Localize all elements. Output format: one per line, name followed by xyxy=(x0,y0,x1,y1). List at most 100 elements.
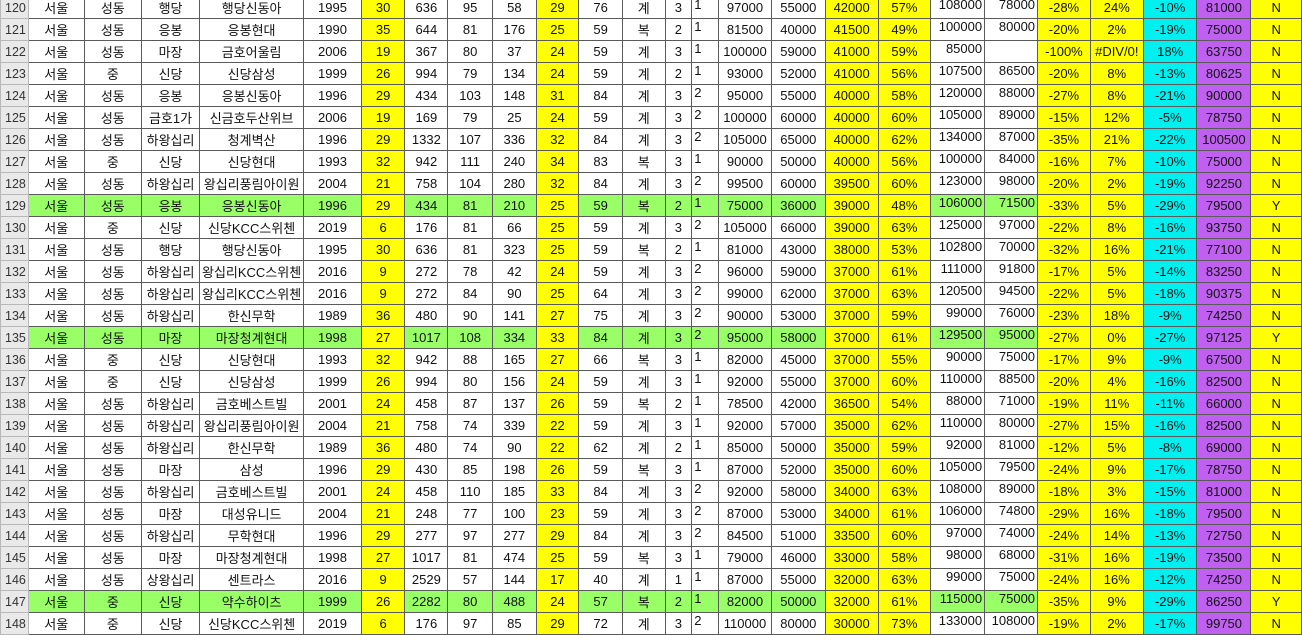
low-price-cell[interactable]: 79500 xyxy=(984,458,1039,481)
area-cell[interactable]: 74 xyxy=(447,436,493,459)
dong-cell[interactable]: 마장 xyxy=(141,546,200,569)
row-header[interactable]: 123 xyxy=(0,62,29,85)
jeonse-ratio-cell[interactable]: 60% xyxy=(877,458,932,481)
district-cell[interactable]: 성동 xyxy=(83,436,143,459)
flag-cell[interactable]: N xyxy=(1250,414,1302,437)
estimate-cell[interactable]: 97125 xyxy=(1196,326,1252,349)
pyeong-cell[interactable]: 27 xyxy=(535,304,580,327)
households-cell[interactable]: 942 xyxy=(404,150,449,173)
low-price-cell[interactable]: 87000 xyxy=(984,128,1039,151)
size-cell[interactable]: 62 xyxy=(578,436,623,459)
pyeong-cell[interactable]: 25 xyxy=(535,282,580,305)
area-cell[interactable]: 87 xyxy=(447,392,493,415)
baths-cell[interactable]: 2 xyxy=(691,282,720,305)
count-cell[interactable]: 100 xyxy=(491,502,537,525)
age-cell[interactable]: 29 xyxy=(360,128,406,151)
estimate-cell[interactable]: 75000 xyxy=(1196,150,1252,173)
jeonse-ratio-cell[interactable]: 57% xyxy=(877,0,932,19)
complex-name-cell[interactable]: 삼성 xyxy=(198,458,305,481)
high-price-cell[interactable]: 111000 xyxy=(930,260,986,283)
count-cell[interactable]: 58 xyxy=(491,0,537,19)
price-cell[interactable]: 95000 xyxy=(718,326,772,349)
count-cell[interactable]: 25 xyxy=(491,106,537,129)
row-header[interactable]: 142 xyxy=(0,480,29,503)
complex-name-cell[interactable]: 금호어울림 xyxy=(198,40,305,63)
baths-cell[interactable]: 2 xyxy=(691,326,720,349)
price-cell[interactable]: 105000 xyxy=(718,128,772,151)
rise-cell[interactable]: 16% xyxy=(1089,238,1144,261)
flag-cell[interactable]: N xyxy=(1250,370,1302,393)
households-cell[interactable]: 176 xyxy=(404,216,449,239)
gap-cell[interactable]: 34000 xyxy=(824,502,879,525)
district-cell[interactable]: 성동 xyxy=(83,480,143,503)
gap-cell[interactable]: 41500 xyxy=(824,18,879,41)
jeonse-cell[interactable]: 66000 xyxy=(770,216,826,239)
row-header[interactable]: 137 xyxy=(0,370,29,393)
low-price-cell[interactable]: 86500 xyxy=(984,62,1039,85)
estimate-cell[interactable]: 79500 xyxy=(1196,502,1252,525)
size-cell[interactable]: 59 xyxy=(578,238,623,261)
area-cell[interactable]: 74 xyxy=(447,414,493,437)
rise-cell[interactable]: #DIV/0! xyxy=(1089,40,1144,63)
district-cell[interactable]: 성동 xyxy=(83,172,143,195)
area-cell[interactable]: 111 xyxy=(447,150,493,173)
estimate-cell[interactable]: 63750 xyxy=(1196,40,1252,63)
pyeong-cell[interactable]: 22 xyxy=(535,414,580,437)
district-cell[interactable]: 성동 xyxy=(83,392,143,415)
change-cell[interactable]: -16% xyxy=(1037,150,1091,173)
row-header[interactable]: 138 xyxy=(0,392,29,415)
size-cell[interactable]: 57 xyxy=(578,590,623,613)
jeonse-ratio-cell[interactable]: 59% xyxy=(877,436,932,459)
district-cell[interactable]: 성동 xyxy=(83,0,143,19)
high-price-cell[interactable]: 99000 xyxy=(930,568,986,591)
baths-cell[interactable]: 2 xyxy=(691,480,720,503)
count-cell[interactable]: 137 xyxy=(491,392,537,415)
pyeong-cell[interactable]: 25 xyxy=(535,238,580,261)
dong-cell[interactable]: 마장 xyxy=(141,502,200,525)
year-built-cell[interactable]: 1999 xyxy=(303,370,362,393)
pyeong-cell[interactable]: 29 xyxy=(535,524,580,547)
age-cell[interactable]: 35 xyxy=(360,18,406,41)
rise-cell[interactable]: 9% xyxy=(1089,348,1144,371)
jeonse-cell[interactable]: 59000 xyxy=(770,260,826,283)
type-cell[interactable]: 계 xyxy=(621,40,666,63)
rate-cell[interactable]: -11% xyxy=(1142,392,1198,415)
change-cell[interactable]: -18% xyxy=(1037,480,1091,503)
households-cell[interactable]: 248 xyxy=(404,502,449,525)
complex-name-cell[interactable]: 한신무학 xyxy=(198,304,305,327)
low-price-cell[interactable]: 94500 xyxy=(984,282,1039,305)
age-cell[interactable]: 26 xyxy=(360,62,406,85)
gap-cell[interactable]: 40000 xyxy=(824,84,879,107)
size-cell[interactable]: 59 xyxy=(578,502,623,525)
change-cell[interactable]: -27% xyxy=(1037,84,1091,107)
rooms-cell[interactable]: 2 xyxy=(664,238,693,261)
pyeong-cell[interactable]: 24 xyxy=(535,62,580,85)
pyeong-cell[interactable]: 23 xyxy=(535,502,580,525)
pyeong-cell[interactable]: 29 xyxy=(535,612,580,635)
year-built-cell[interactable]: 2004 xyxy=(303,172,362,195)
high-price-cell[interactable]: 85000 xyxy=(930,40,986,63)
city-cell[interactable]: 서울 xyxy=(27,216,85,239)
row-header[interactable]: 133 xyxy=(0,282,29,305)
size-cell[interactable]: 83 xyxy=(578,150,623,173)
row-header[interactable]: 147 xyxy=(0,590,29,613)
area-cell[interactable]: 97 xyxy=(447,524,493,547)
price-cell[interactable]: 87000 xyxy=(718,568,772,591)
type-cell[interactable]: 계 xyxy=(621,282,666,305)
type-cell[interactable]: 계 xyxy=(621,0,666,19)
jeonse-ratio-cell[interactable]: 63% xyxy=(877,480,932,503)
estimate-cell[interactable]: 81000 xyxy=(1196,0,1252,19)
size-cell[interactable]: 59 xyxy=(578,414,623,437)
gap-cell[interactable]: 35000 xyxy=(824,458,879,481)
flag-cell[interactable]: N xyxy=(1250,40,1302,63)
rooms-cell[interactable]: 2 xyxy=(664,392,693,415)
year-built-cell[interactable]: 1990 xyxy=(303,18,362,41)
year-built-cell[interactable]: 2006 xyxy=(303,106,362,129)
rate-cell[interactable]: -10% xyxy=(1142,0,1198,19)
type-cell[interactable]: 복 xyxy=(621,238,666,261)
jeonse-cell[interactable]: 53000 xyxy=(770,502,826,525)
row-header[interactable]: 126 xyxy=(0,128,29,151)
area-cell[interactable]: 108 xyxy=(447,326,493,349)
district-cell[interactable]: 중 xyxy=(83,590,143,613)
gap-cell[interactable]: 37000 xyxy=(824,304,879,327)
